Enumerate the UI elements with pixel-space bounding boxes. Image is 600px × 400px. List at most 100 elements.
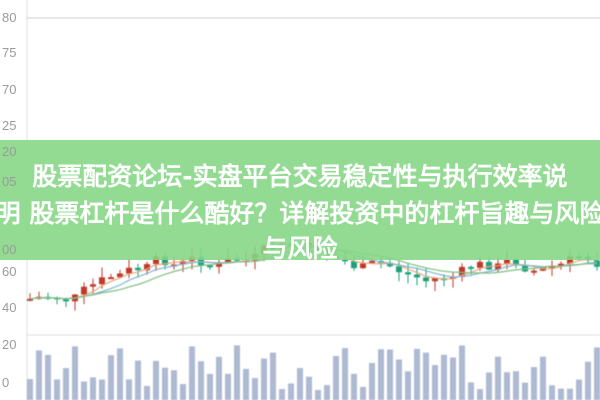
volume-bar xyxy=(522,382,528,400)
volume-bar xyxy=(225,373,231,400)
volume-bar xyxy=(45,354,51,400)
volume-bar xyxy=(81,381,87,400)
volume-bar xyxy=(342,348,348,400)
y-tick: 60 xyxy=(2,264,17,279)
volume-bar xyxy=(414,348,420,400)
volume-bar xyxy=(297,368,303,400)
candle-body xyxy=(558,263,564,266)
volume-bar xyxy=(558,388,564,400)
y-tick: 05 xyxy=(2,174,17,189)
volume-bar xyxy=(72,346,78,400)
volume-bar xyxy=(441,354,447,400)
candle-body xyxy=(477,261,483,268)
volume-bar xyxy=(90,377,96,400)
volume-bar xyxy=(432,365,438,400)
candle-body xyxy=(198,257,204,266)
candle-body xyxy=(342,259,348,262)
candle-body xyxy=(216,262,222,267)
volume-bar xyxy=(594,347,600,400)
volume-bar xyxy=(504,372,510,400)
volume-bar xyxy=(189,346,195,400)
title-line-1: 股票配资论坛-实盘平台交易稳定性与执行效率说 xyxy=(32,162,568,191)
volume-bar xyxy=(567,388,573,400)
volume-bar xyxy=(288,383,294,400)
candle-body xyxy=(405,272,411,275)
candle-body xyxy=(180,260,186,265)
volume-bar xyxy=(252,378,258,400)
volume-bar xyxy=(531,367,537,400)
volume-bar xyxy=(468,382,474,400)
candle-body xyxy=(423,277,429,282)
volume-bar xyxy=(135,360,141,400)
y-tick: 20 xyxy=(2,337,17,352)
volume-bar xyxy=(126,379,132,400)
candle-body xyxy=(99,277,105,285)
candle-body xyxy=(108,277,114,280)
candle-body xyxy=(432,278,438,282)
volume-bar xyxy=(270,352,276,400)
candle-body xyxy=(360,263,366,269)
candle-body xyxy=(387,262,393,267)
volume-bar xyxy=(405,371,411,400)
volume-bar xyxy=(234,345,240,400)
volume-bar xyxy=(513,371,519,400)
volume-bar xyxy=(306,376,312,400)
candle-body xyxy=(90,284,96,287)
volume-bar xyxy=(549,385,555,400)
volume-bar xyxy=(279,389,285,400)
candle-body xyxy=(144,264,150,271)
volume-bar xyxy=(117,348,123,400)
candle-body xyxy=(468,266,474,269)
candle-body xyxy=(396,266,402,273)
candle-body xyxy=(117,273,123,278)
volume-bar xyxy=(378,349,384,400)
volume-bar xyxy=(423,352,429,400)
candle-body xyxy=(486,261,492,270)
y-tick: 0 xyxy=(2,375,10,390)
title-row-3: 与风险 xyxy=(0,234,600,260)
volume-bar xyxy=(171,370,177,400)
y-tick: 75 xyxy=(2,45,17,60)
volume-bar xyxy=(369,362,375,400)
candle-body xyxy=(414,274,420,278)
candle-body xyxy=(135,267,141,271)
volume-bar xyxy=(585,361,591,400)
volume-bar xyxy=(54,379,60,400)
candle-body xyxy=(81,286,87,295)
candle-body xyxy=(522,264,528,272)
volume-bar xyxy=(477,389,483,400)
candle-body xyxy=(162,256,168,266)
y-tick: 80 xyxy=(2,10,17,25)
volume-bar xyxy=(207,373,213,400)
volume-bar xyxy=(162,367,168,400)
volume-bar xyxy=(351,373,357,400)
y-tick: 70 xyxy=(2,82,17,97)
volume-bar xyxy=(108,355,114,400)
candle-body xyxy=(207,265,213,268)
volume-bar xyxy=(198,361,204,400)
title-overlay-band xyxy=(0,140,600,260)
volume-bar xyxy=(360,386,366,400)
title-row-2: 明 股票杠杆是什么酷好？详解投资中的杠杆旨趣与风险 xyxy=(0,199,600,229)
candle-body xyxy=(153,256,159,265)
candle-body xyxy=(495,263,501,270)
volume-bar xyxy=(63,368,69,400)
candle-body xyxy=(531,270,537,273)
volume-bar xyxy=(315,389,321,400)
volume-bar xyxy=(576,379,582,400)
candle-body xyxy=(567,256,573,264)
candle-body xyxy=(369,260,375,264)
volume-bar xyxy=(324,385,330,400)
volume-bar xyxy=(36,350,42,400)
volume-bar xyxy=(153,360,159,400)
y-tick: 25 xyxy=(2,118,17,133)
volume-bar xyxy=(333,355,339,400)
title-line-3: 与风险 xyxy=(262,234,338,260)
y-tick: 20 xyxy=(2,144,17,159)
y-tick: 40 xyxy=(2,300,17,315)
candle-body xyxy=(513,259,519,265)
candle-body xyxy=(27,298,33,301)
volume-bar xyxy=(27,379,33,400)
volume-bar xyxy=(540,356,546,400)
